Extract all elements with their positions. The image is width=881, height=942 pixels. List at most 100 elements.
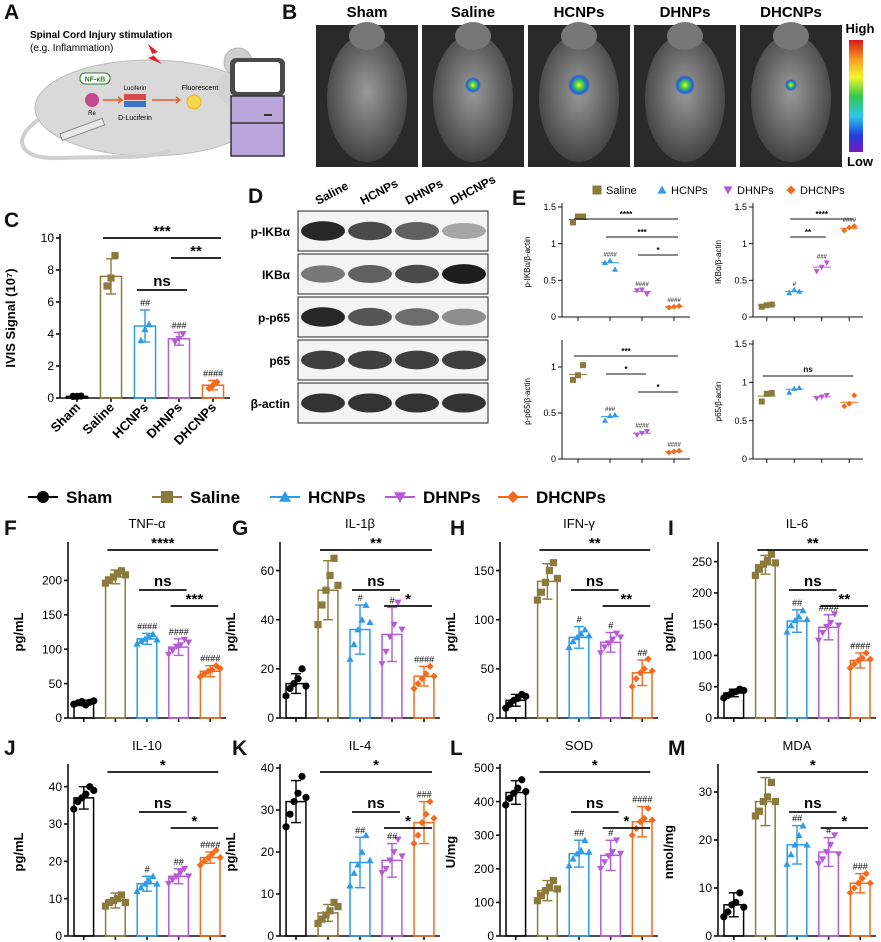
data-point bbox=[755, 807, 763, 815]
data-point bbox=[382, 865, 390, 873]
data-point bbox=[430, 814, 438, 822]
blot-band bbox=[348, 265, 392, 283]
data-point bbox=[82, 790, 90, 798]
data-point bbox=[410, 840, 418, 848]
mouse-head bbox=[667, 22, 703, 50]
data-point bbox=[553, 574, 561, 583]
d-luciferin-label: D-Luciferin bbox=[118, 115, 152, 122]
legend-label-saline: Saline bbox=[190, 488, 240, 507]
significance-annotation: # bbox=[608, 620, 614, 630]
data-point bbox=[751, 571, 759, 579]
data-point bbox=[850, 884, 858, 892]
data-point bbox=[185, 873, 193, 880]
blot-band bbox=[442, 350, 486, 370]
significance-label: ** bbox=[621, 591, 633, 608]
data-point bbox=[846, 400, 853, 407]
y-tick-label: 150 bbox=[42, 608, 62, 622]
y-tick-label: 100 bbox=[474, 896, 494, 910]
data-point bbox=[549, 876, 557, 885]
chart-title: IFN-γ bbox=[563, 516, 595, 531]
data-point bbox=[819, 856, 827, 863]
significance-label: **** bbox=[816, 210, 829, 219]
data-point bbox=[133, 640, 141, 647]
re-label: Re bbox=[88, 111, 96, 117]
significance-label: * bbox=[656, 383, 660, 392]
gene-block-icon bbox=[124, 101, 146, 107]
data-point bbox=[502, 801, 510, 809]
blot-band bbox=[301, 393, 345, 413]
panel-letter-a: A bbox=[4, 1, 20, 24]
data-point bbox=[173, 643, 181, 651]
data-point bbox=[394, 599, 402, 607]
y-tick-label: 40 bbox=[261, 613, 275, 627]
data-point bbox=[318, 915, 326, 923]
significance-label: *** bbox=[153, 223, 171, 240]
blot-band bbox=[301, 307, 345, 327]
blot-band bbox=[395, 222, 439, 240]
data-point bbox=[165, 651, 173, 659]
data-point bbox=[565, 643, 573, 651]
data-point bbox=[818, 394, 825, 400]
data-point bbox=[786, 389, 793, 395]
blot-band bbox=[348, 350, 392, 370]
data-point bbox=[813, 269, 820, 275]
significance-annotation: ### bbox=[817, 255, 828, 261]
data-point bbox=[330, 898, 338, 906]
data-point bbox=[414, 831, 422, 839]
data-point bbox=[795, 613, 803, 620]
data-point bbox=[518, 776, 526, 784]
blot-band bbox=[395, 350, 439, 370]
y-tick-label: 1 bbox=[551, 362, 556, 372]
x-tick-label: HCNPs bbox=[109, 400, 151, 442]
significance-annotation: # bbox=[576, 615, 582, 625]
data-point bbox=[346, 655, 354, 662]
y-axis-label: pg/mL bbox=[11, 612, 26, 651]
data-point bbox=[141, 325, 149, 333]
y-tick-label: 200 bbox=[692, 586, 712, 600]
y-tick-label: 0 bbox=[55, 711, 62, 725]
legend-label-hcnps: HCNPs bbox=[308, 488, 366, 507]
data-point bbox=[569, 637, 577, 645]
data-point bbox=[613, 630, 621, 638]
y-tick-label: 0.5 bbox=[734, 275, 747, 285]
significance-annotation: ## bbox=[387, 832, 398, 842]
significance-label: ns bbox=[803, 365, 813, 374]
blot-band bbox=[395, 264, 439, 284]
panel-letter-b: B bbox=[282, 1, 298, 24]
data-point bbox=[145, 320, 153, 328]
data-point bbox=[639, 430, 645, 437]
data-point bbox=[763, 556, 771, 564]
data-point bbox=[169, 647, 177, 655]
data-point bbox=[803, 615, 811, 623]
re-icon bbox=[85, 93, 99, 107]
data-point bbox=[767, 550, 775, 558]
data-point bbox=[818, 264, 825, 271]
data-point bbox=[862, 649, 870, 657]
bar bbox=[505, 791, 527, 937]
significance-label: *** bbox=[186, 591, 204, 608]
y-tick-label: 0 bbox=[55, 929, 62, 942]
bar bbox=[136, 638, 158, 719]
data-point bbox=[585, 631, 593, 639]
significance-annotation: ## bbox=[792, 814, 803, 824]
data-point bbox=[216, 854, 224, 862]
imaging-label-dhcnps: DHCNPs bbox=[760, 4, 822, 21]
data-point bbox=[787, 850, 795, 858]
data-point bbox=[137, 336, 145, 344]
significance-annotation: ### bbox=[416, 790, 432, 800]
data-point bbox=[181, 865, 189, 873]
y-tick-label: 0.5 bbox=[734, 416, 747, 426]
data-point bbox=[854, 879, 862, 887]
blot-band bbox=[301, 221, 345, 241]
data-point bbox=[751, 812, 759, 820]
data-point bbox=[282, 823, 290, 831]
significance-label: ns bbox=[367, 573, 385, 590]
significance-label: * bbox=[405, 591, 411, 608]
significance-label: ns bbox=[154, 795, 172, 812]
significance-label: ** bbox=[805, 228, 812, 237]
data-point bbox=[767, 778, 775, 786]
mouse-head bbox=[349, 22, 385, 50]
y-tick-label: 2 bbox=[47, 359, 54, 373]
